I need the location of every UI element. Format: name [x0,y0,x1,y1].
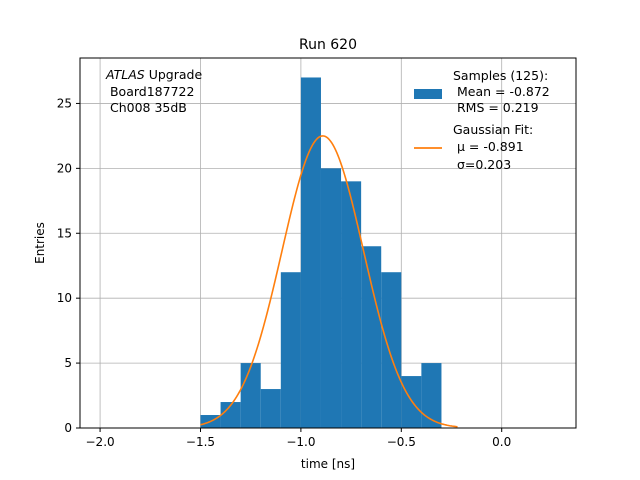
histogram-bar [421,363,442,428]
legend-hist-line-3: RMS = 0.219 [453,100,539,115]
histogram-bar [260,389,281,428]
legend-fit-line-2: μ = -0.891 [453,139,524,154]
x-axis-label: time [ns] [301,457,355,471]
gaussian-fit [200,135,458,428]
y-tick-label: 15 [57,226,72,240]
histogram-bar [240,363,261,428]
x-tick-label: −1.0 [286,435,315,449]
histogram-bar [280,272,301,428]
y-tick-label: 10 [57,291,72,305]
legend: Samples (125): Mean = -0.872 RMS = 0.219… [414,68,550,172]
annotation-line-1: ATLAS Upgrade [105,67,202,82]
gaussian-fit-line [200,135,458,428]
x-tick-label: −1.5 [186,435,215,449]
histogram-bar [381,272,402,428]
y-tick-label: 5 [64,356,72,370]
histogram-bar [320,168,342,428]
histogram-bar [300,77,321,428]
x-tick-label: 0.0 [492,435,511,449]
y-tick-label: 25 [57,96,72,110]
atlas-annotation: ATLAS Upgrade Board187722 Ch008 35dB [105,67,202,115]
x-tick-label: −2.0 [86,435,115,449]
histogram-bar [341,181,362,428]
y-tick-label: 20 [57,161,72,175]
annotation-line-2: Board187722 [106,84,194,99]
axis-ticks: −2.0 −1.5 −1.0 −0.5 0.0 0 5 10 15 20 25 [57,96,512,449]
legend-fit-line-1: Gaussian Fit: [453,122,533,137]
chart-title: Run 620 [299,37,357,53]
histogram-bar [220,402,241,428]
legend-hist-line-2: Mean = -0.872 [453,84,550,99]
histogram-bar [401,376,422,428]
legend-hist-swatch [414,89,442,99]
histogram-bars [200,77,442,428]
x-tick-label: −0.5 [387,435,416,449]
legend-fit-line-3: σ=0.203 [453,157,511,172]
y-tick-label: 0 [64,421,72,435]
legend-hist-line-1: Samples (125): [453,68,548,83]
plot-frame [79,57,577,429]
y-axis-label: Entries [33,222,47,264]
annotation-line-3: Ch008 35dB [106,100,187,115]
histogram-bar [361,246,382,428]
